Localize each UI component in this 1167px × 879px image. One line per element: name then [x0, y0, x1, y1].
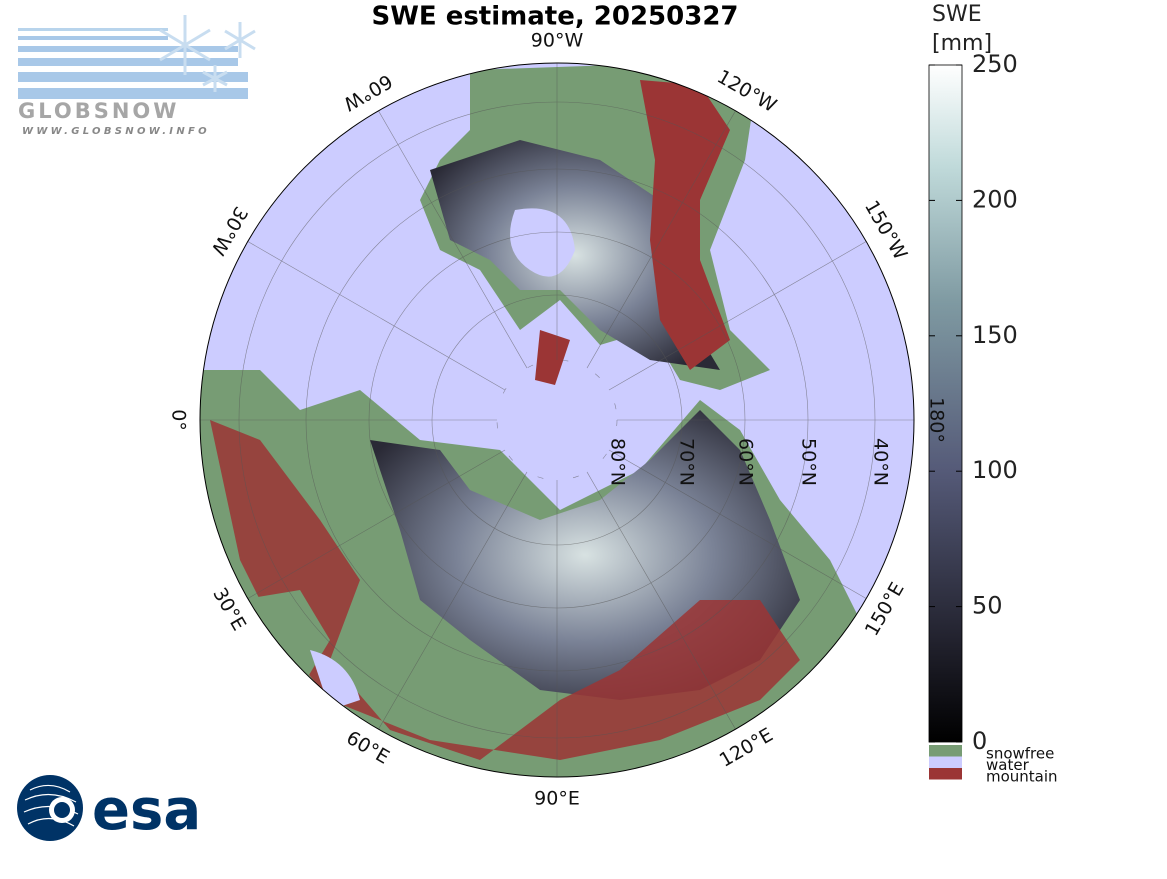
meridian — [247, 449, 506, 599]
colorbar-tick-label: 100 — [972, 456, 1018, 484]
longitude-label: 90°W — [531, 30, 584, 52]
latitude-label: 40°N — [870, 438, 892, 486]
meridian — [247, 241, 506, 391]
water — [510, 208, 575, 277]
globsnow-name: GLOBSNOW — [18, 99, 179, 123]
longitude-label: 0° — [168, 409, 190, 431]
legend-label: mountain — [986, 768, 1058, 786]
colorbar-gradient — [928, 64, 963, 743]
legend-label: water — [986, 756, 1030, 774]
colorbar: SWE [mm] 0 50 100 150 200 250 snowfreewatermou… — [928, 2, 1058, 786]
colorbar-label: [mm] — [932, 31, 992, 56]
legend-label: snowfree — [986, 745, 1054, 763]
globsnow-url: WWW.GLOBSNOW.INFO — [22, 126, 210, 137]
meridian — [586, 471, 736, 730]
meridian — [378, 110, 528, 369]
legend-swatch — [929, 745, 962, 757]
land — [240, 590, 330, 690]
mountain — [640, 80, 730, 370]
title: SWE estimate, 20250327 — [371, 2, 738, 32]
map — [199, 62, 915, 778]
longitude-label: 180° — [926, 397, 948, 443]
colorbar-tick-label: 50 — [972, 592, 1003, 620]
esa-name: esa — [92, 778, 201, 843]
legend-swatch — [929, 768, 962, 780]
map-border — [199, 62, 915, 778]
latitude-label: 60°N — [735, 438, 757, 486]
water — [310, 650, 360, 710]
colorbar-label: SWE — [932, 2, 982, 27]
legend-swatch — [929, 756, 962, 768]
colorbar-tick-label: 150 — [972, 321, 1018, 349]
mountain — [535, 330, 570, 385]
globsnow-logo: GLOBSNOW WWW.GLOBSNOW.INFO — [18, 15, 256, 137]
colorbar-tick-label: 250 — [972, 50, 1018, 78]
esa-logo: esa — [17, 775, 201, 843]
latitude-label: 70°N — [676, 438, 698, 486]
colorbar-tick-label: 0 — [972, 727, 987, 755]
snow-cover — [430, 140, 720, 370]
latitude-label: 80°N — [607, 438, 629, 486]
graticule — [200, 63, 914, 777]
mountain — [210, 420, 800, 760]
colorbar-tick-label: 200 — [972, 185, 1018, 213]
meridian — [378, 471, 528, 730]
meridian — [608, 241, 867, 391]
longitude-label: 90°E — [534, 788, 580, 810]
meridian — [608, 449, 867, 599]
meridian — [586, 110, 736, 369]
latitude-label: 50°N — [798, 438, 820, 486]
